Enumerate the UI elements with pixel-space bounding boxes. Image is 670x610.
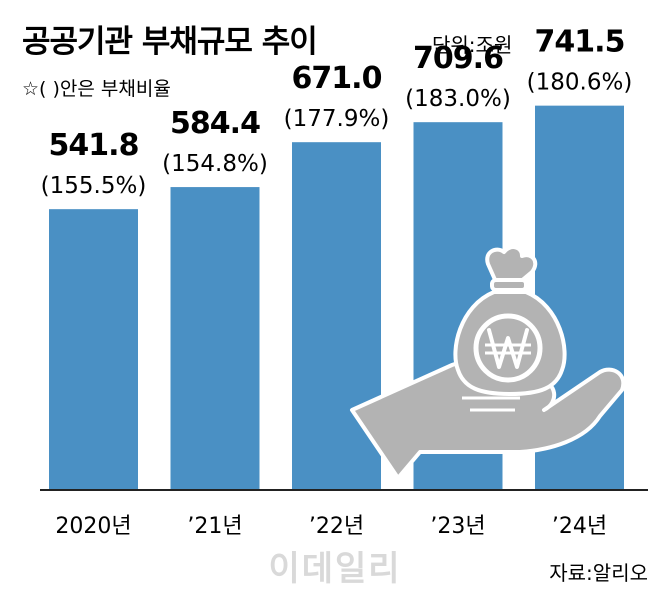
ratio-label-2: (154.8%) — [162, 151, 268, 177]
ratio-note: ☆( )안은 부채비율 — [22, 78, 171, 100]
watermark: 이데일리 — [268, 549, 401, 589]
unit-label: 단위:조원 — [432, 33, 512, 57]
value-label-5: 741.5 — [535, 25, 625, 60]
ratio-label-3: (177.9%) — [284, 106, 390, 132]
x-tick-label-4: ’23년 — [430, 514, 485, 539]
ratio-label-1: (155.5%) — [41, 173, 147, 199]
x-tick-label-5: ’24년 — [552, 514, 607, 539]
bar-1 — [49, 209, 138, 490]
x-tick-label-2: ’21년 — [187, 514, 242, 539]
x-tick-label-3: ’22년 — [309, 514, 364, 539]
won-sign-icon — [473, 313, 543, 383]
value-label-3: 671.0 — [292, 61, 382, 96]
source-label: 자료:알리오 — [549, 561, 648, 585]
value-label-2: 584.4 — [170, 106, 260, 141]
x-tick-labels: 2020년 ’21년 ’22년 ’23년 ’24년 — [55, 514, 607, 539]
value-label-4: 709.6 — [413, 41, 503, 76]
chart-title: 공공기관 부채규모 추이 — [22, 24, 317, 60]
ratio-label-5: (180.6%) — [527, 70, 633, 96]
ratio-label-4: (183.0%) — [405, 86, 511, 112]
value-label-1: 541.8 — [49, 128, 139, 163]
x-tick-label-1: 2020년 — [55, 514, 131, 539]
bar-3 — [292, 142, 381, 490]
bar-2 — [170, 187, 260, 490]
